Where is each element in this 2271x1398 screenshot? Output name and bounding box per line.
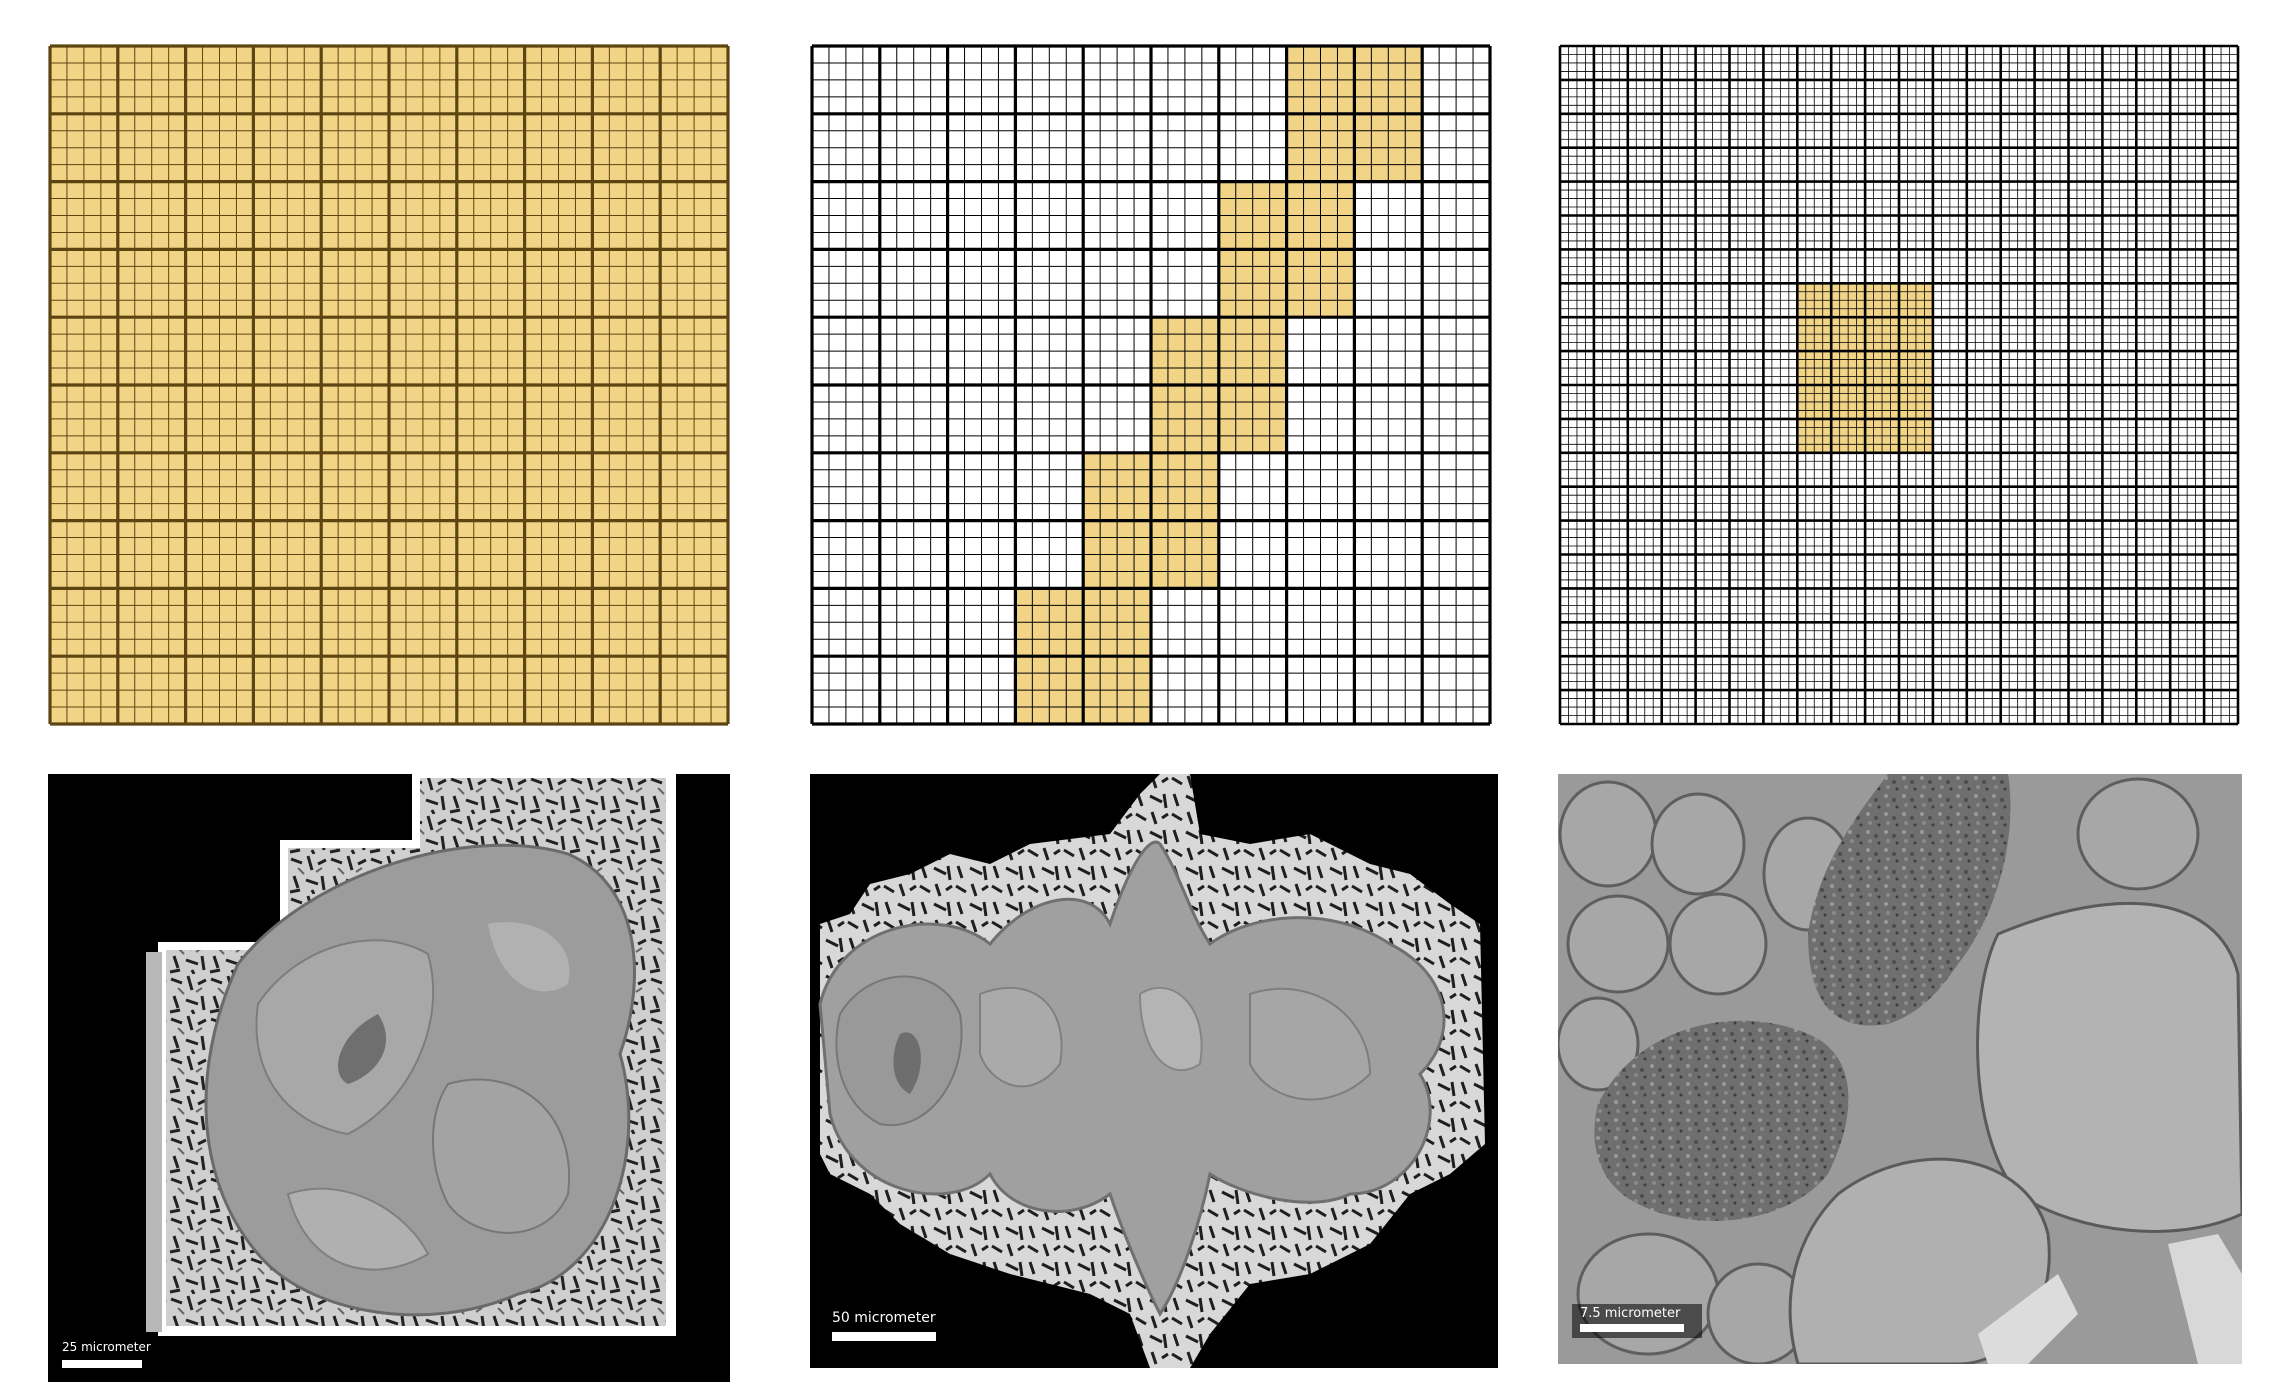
- scale-bar-label: 7.5 micrometer: [1580, 1306, 1681, 1321]
- grid-full: [48, 44, 730, 726]
- scale-bar-50: 50 micrometer: [832, 1310, 972, 1346]
- grid-panel-full-highlight: [48, 44, 730, 726]
- scale-bar-label: 25 micrometer: [62, 1340, 151, 1354]
- em-micrograph-mid-res-icon: [818, 774, 1485, 1368]
- grid-panel-diagonal-highlight: [810, 44, 1492, 726]
- scale-bar-7-5: 7.5 micrometer: [1572, 1304, 1702, 1338]
- scale-bar-line: [62, 1360, 142, 1368]
- grid-diagonal: [810, 44, 1492, 726]
- em-image-diagonal-strip: 50 micrometer: [810, 774, 1498, 1368]
- scale-bar-25: 25 micrometer: [62, 1340, 182, 1370]
- em-image-whole-section: 25 micrometer: [48, 774, 730, 1382]
- em-micrograph-high-res-icon: [1558, 774, 2242, 1364]
- scale-bar-label: 50 micrometer: [832, 1310, 936, 1326]
- scale-bar-line: [1580, 1324, 1684, 1332]
- scale-bar-line: [832, 1332, 936, 1341]
- grid-panel-center-highlight: [1558, 44, 2240, 726]
- em-image-center-zoom: 7.5 micrometer: [1558, 774, 2242, 1364]
- em-micrograph-low-res-icon: [146, 774, 676, 1336]
- grid-center: [1558, 44, 2240, 726]
